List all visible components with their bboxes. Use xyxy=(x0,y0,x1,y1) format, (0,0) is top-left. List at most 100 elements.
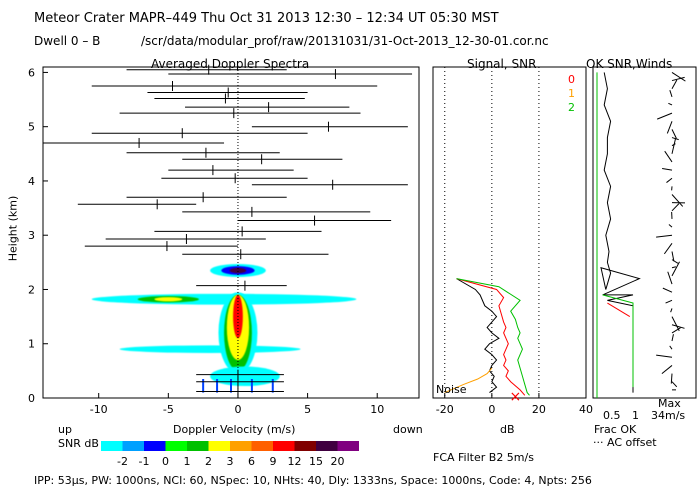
snr-series-noise xyxy=(444,367,493,394)
wind-arrow-19 xyxy=(656,234,673,238)
colorbar-swatch-1 xyxy=(122,441,144,451)
colorbar-tick-6: 6 xyxy=(248,455,255,468)
wind-arrow-2 xyxy=(670,373,673,384)
winds-title: OK SNR,Winds xyxy=(586,57,673,71)
x-tick-label-4: 10 xyxy=(370,403,384,416)
colorbar-swatch-2 xyxy=(144,441,166,451)
wind-arrow-20 xyxy=(668,224,673,228)
wind-arrow-4 xyxy=(656,354,673,358)
x-tick-label-0: -10 xyxy=(90,403,108,416)
y-tick-label-2: 2 xyxy=(28,283,35,296)
colorbar-swatch-5 xyxy=(208,441,230,451)
legend-2: 2 xyxy=(568,101,575,114)
winds-tick-1: 1 xyxy=(632,409,639,422)
x-tick-label-1: -5 xyxy=(163,403,174,416)
snr-series-1 xyxy=(456,278,526,396)
wind-arrow-3 xyxy=(661,365,673,375)
colorbar-swatch-8 xyxy=(273,441,295,451)
y-axis-label: Height (km) xyxy=(6,195,20,262)
wind-arrow-38 xyxy=(671,76,685,82)
heat-blob-5 xyxy=(154,297,183,302)
colorbar-tick-0: -2 xyxy=(117,455,128,468)
colorbar-tick-10: 20 xyxy=(331,455,345,468)
heat-blob-11 xyxy=(210,366,280,387)
wind-arrow-11 xyxy=(665,299,673,304)
dwell-label: Dwell 0 – B xyxy=(34,34,101,48)
up-label: up xyxy=(58,423,72,436)
file-path: /scr/data/modular_prof/raw/20131031/31-O… xyxy=(141,34,549,48)
wind-arrow-28 xyxy=(664,150,673,163)
wind-arrow-31 xyxy=(671,137,679,141)
colorbar-swatch-7 xyxy=(251,441,273,451)
colorbar: -2 -1 0 1 2 3 6 9 12 15 20 xyxy=(101,441,359,468)
wind-arrow-1 xyxy=(671,381,678,388)
y-tick-label-3: 3 xyxy=(28,229,35,242)
wind-arrow-36 xyxy=(669,90,673,97)
wind-arrow-6 xyxy=(671,334,674,342)
snr-series-2 xyxy=(456,278,530,396)
wind-arrow-33 xyxy=(666,121,673,134)
colorbar-swatch-4 xyxy=(187,441,209,451)
wind-barbs xyxy=(596,72,686,398)
wind-arrow-18 xyxy=(663,243,673,255)
snr-frame xyxy=(432,66,587,399)
wind-arrow-24 xyxy=(671,194,684,207)
ac-offset-label: ··· AC offset xyxy=(593,436,657,449)
y-tick-label-4: 4 xyxy=(28,175,35,188)
wind-arrow-14 xyxy=(671,261,680,277)
y-tick-label-1: 1 xyxy=(28,338,35,351)
fca-filter-label: FCA Filter B2 5m/s xyxy=(433,451,534,464)
snr-xlabel: dB xyxy=(500,423,515,436)
y-tick-label-5: 5 xyxy=(28,121,35,134)
wind-arrow-34 xyxy=(656,112,673,120)
snr-x-tick-label-2: 20 xyxy=(532,403,546,416)
wind-arrow-22 xyxy=(671,203,680,212)
frac-ok-label: Frac OK xyxy=(594,423,637,436)
ok-fraction-line xyxy=(600,72,641,393)
colorbar-tick-2: 0 xyxy=(162,455,169,468)
wind-arrow-12 xyxy=(662,287,673,293)
snr-x-tick-label-3: 40 xyxy=(579,403,593,416)
colorbar-swatch-6 xyxy=(230,441,252,451)
noise-bars xyxy=(43,64,413,397)
wind-arrow-29 xyxy=(671,138,677,154)
colorbar-label: SNR dB xyxy=(58,437,99,450)
axis-ticks: -10 -5 0 5 10 0 1 2 3 4 5 6 xyxy=(28,66,384,416)
wind-arrow-15 xyxy=(671,266,676,269)
spectra-heatmap xyxy=(91,67,357,398)
heat-blob-6 xyxy=(119,345,301,353)
wind-arrow-9 xyxy=(671,316,680,332)
footer-params: IPP: 53μs, PW: 1000ns, NCI: 60, NSpec: 1… xyxy=(34,474,592,487)
snr-title: Signal, SNR xyxy=(467,57,537,71)
colorbar-tick-8: 12 xyxy=(288,455,302,468)
wind-arrow-26 xyxy=(666,177,673,183)
ok-red-lower xyxy=(607,302,631,318)
wind-arrow-10 xyxy=(670,308,673,313)
wind-arrow-30 xyxy=(671,143,676,147)
wind-arrow-16 xyxy=(671,259,679,264)
wind-arrow-39 xyxy=(671,72,686,82)
wind-arrow-8 xyxy=(671,324,685,329)
colorbar-swatch-11 xyxy=(337,441,359,451)
heat-blob-3 xyxy=(91,293,357,305)
wind-arrow-7 xyxy=(671,327,681,334)
max-label: Max xyxy=(658,397,681,410)
x-tick-label-3: 5 xyxy=(304,403,311,416)
wind-arrow-27 xyxy=(662,168,673,171)
snr-lines: -20 0 20 40× xyxy=(436,67,593,416)
snr-series-0 xyxy=(456,278,500,393)
x-tick-label-2: 0 xyxy=(234,403,241,416)
noise-label: Noise xyxy=(436,383,467,396)
snr-x-tick-label-1: 0 xyxy=(488,403,495,416)
colorbar-swatch-10 xyxy=(316,441,338,451)
spectra-frame xyxy=(42,66,420,399)
colorbar-tick-7: 9 xyxy=(270,455,277,468)
colorbar-tick-9: 15 xyxy=(309,455,323,468)
colorbar-tick-1: -1 xyxy=(139,455,150,468)
snr-marker: × xyxy=(510,389,522,405)
colorbar-swatch-3 xyxy=(165,441,187,451)
colorbar-swatch-0 xyxy=(101,441,123,451)
colorbar-tick-3: 1 xyxy=(184,455,191,468)
colorbar-tick-5: 3 xyxy=(227,455,234,468)
